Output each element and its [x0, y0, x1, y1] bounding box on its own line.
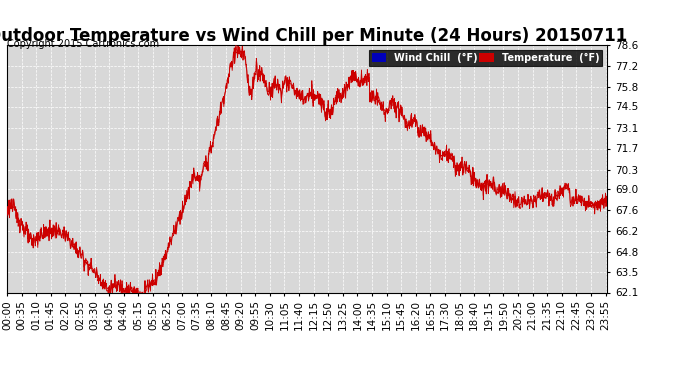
Text: Copyright 2015 Cartronics.com: Copyright 2015 Cartronics.com — [7, 39, 159, 50]
Legend: Wind Chill  (°F), Temperature  (°F): Wind Chill (°F), Temperature (°F) — [368, 50, 602, 66]
Title: Outdoor Temperature vs Wind Chill per Minute (24 Hours) 20150711: Outdoor Temperature vs Wind Chill per Mi… — [0, 27, 627, 45]
